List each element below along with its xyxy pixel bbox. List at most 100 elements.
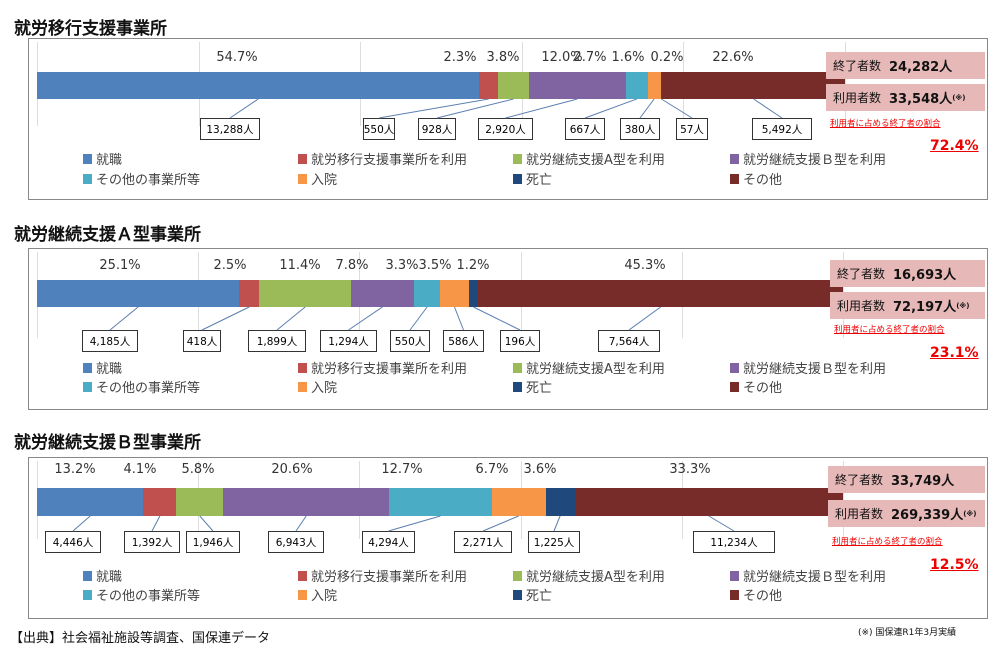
percent-label: 6.7%	[475, 462, 509, 477]
count-box: 550人	[363, 118, 395, 140]
count-box: 13,288人	[200, 118, 260, 140]
percent-label: 13.2%	[54, 462, 96, 477]
percent-label: 1.2%	[456, 258, 490, 273]
legend-swatch	[730, 173, 739, 184]
legend-swatch	[83, 589, 92, 600]
count-box: 1,294人	[320, 330, 377, 352]
count-box: 1,225人	[528, 531, 580, 553]
legend-item: 就労移行支援事業所を利用	[298, 358, 467, 377]
legend-swatch	[513, 153, 522, 164]
ratio-note: 利用者に占める終了者の割合	[832, 537, 943, 547]
legend-label: 就労移行支援事業所を利用	[311, 153, 468, 168]
count-box: 5,492人	[752, 118, 812, 140]
percent-label: 0.2%	[650, 50, 684, 65]
legend-label: 就労継続支援Ｂ型を利用	[743, 153, 887, 168]
count-box: 4,446人	[45, 531, 101, 553]
count-box: 1,392人	[124, 531, 180, 553]
finished-count: 終了者数 16,693人	[830, 260, 985, 287]
users-count: 利用者数 33,548人 (※)	[826, 84, 985, 111]
legend-swatch	[83, 381, 92, 392]
legend-item: その他	[730, 585, 782, 604]
legend-swatch	[298, 362, 307, 373]
count-box: 11,234人	[693, 531, 775, 553]
finished-value: 16,693人	[893, 268, 957, 283]
legend-swatch	[730, 589, 739, 600]
bar-segment	[37, 72, 480, 99]
finished-label: 終了者数	[833, 59, 882, 73]
count-box: 1,899人	[248, 330, 306, 352]
percent-label: 11.4%	[279, 258, 321, 273]
count-box: 4,294人	[362, 531, 415, 553]
legend-swatch	[513, 362, 522, 373]
legend-item: 死亡	[513, 585, 552, 604]
count-box: 196人	[500, 330, 540, 352]
count-box: 7,564人	[598, 330, 660, 352]
users-label: 利用者数	[835, 507, 884, 521]
source-note: 【出典】社会福祉施設等調査、国保連データ	[10, 631, 271, 646]
note-mark: (※)	[963, 509, 977, 518]
bar-segment	[660, 72, 663, 99]
percent-label: 33.3%	[669, 462, 711, 477]
legend-label: 入院	[311, 173, 338, 188]
bar-segment	[625, 72, 649, 99]
bar-segment	[239, 280, 260, 307]
count-box: 1,946人	[186, 531, 240, 553]
bar-segment	[468, 280, 479, 307]
percent-label: 4.1%	[123, 462, 157, 477]
percent-label: 54.7%	[216, 50, 258, 65]
percent-label: 3.8%	[486, 50, 520, 65]
legend-item: 就労継続支援A型を利用	[513, 149, 665, 168]
bar-segment	[478, 280, 844, 307]
legend-label: その他	[743, 589, 783, 604]
legend-swatch	[298, 381, 307, 392]
footnote: (※) 国保連R1年3月実績	[858, 628, 957, 638]
percent-label: 5.8%	[181, 462, 215, 477]
legend-swatch	[513, 589, 522, 600]
legend-label: 就労継続支援A型を利用	[526, 570, 665, 585]
legend-swatch	[513, 381, 522, 392]
legend-item: 死亡	[513, 169, 552, 188]
legend-label: その他	[743, 381, 783, 396]
legend-item: 就職	[83, 566, 122, 585]
count-box: 418人	[183, 330, 221, 352]
bar-segment	[528, 72, 627, 99]
ratio-value: 23.1%	[930, 345, 979, 361]
legend-swatch	[83, 173, 92, 184]
legend-label: 就職	[96, 153, 123, 168]
legend-label: 就職	[96, 362, 123, 377]
legend-label: 死亡	[526, 381, 553, 396]
users-value: 72,197人	[893, 300, 957, 315]
bar-segment	[491, 488, 547, 516]
legend-item: 入院	[298, 377, 337, 396]
bar-segment	[176, 488, 224, 516]
legend-swatch	[298, 153, 307, 164]
legend-label: その他の事業所等	[96, 589, 201, 604]
legend-item: その他	[730, 377, 782, 396]
percent-label: 25.1%	[99, 258, 141, 273]
bar-segment	[413, 280, 441, 307]
users-count: 利用者数 269,339人 (※)	[828, 500, 985, 527]
bar-segment	[574, 488, 844, 516]
count-box: 550人	[390, 330, 430, 352]
legend-swatch	[83, 570, 92, 581]
bar-segment	[545, 488, 576, 516]
legend-item: 就労移行支援事業所を利用	[298, 566, 467, 585]
ratio-note: 利用者に占める終了者の割合	[834, 325, 945, 335]
legend-item: その他の事業所等	[83, 377, 200, 396]
count-box: 4,185人	[82, 330, 138, 352]
legend-label: 就労移行支援事業所を利用	[311, 570, 468, 585]
legend-item: 就労移行支援事業所を利用	[298, 149, 467, 168]
bar-segment	[647, 72, 662, 99]
legend-swatch	[513, 570, 522, 581]
legend-label: 就労継続支援A型を利用	[526, 153, 665, 168]
percent-label: 3.3%	[385, 258, 419, 273]
panel-title: 就労継続支援Ｂ型事業所	[14, 433, 201, 453]
legend-item: 就労継続支援Ｂ型を利用	[730, 566, 886, 585]
ratio-value: 72.4%	[930, 138, 979, 154]
panel-title: 就労移行支援事業所	[14, 19, 167, 39]
legend-item: 就労継続支援Ｂ型を利用	[730, 358, 886, 377]
count-box: 928人	[418, 118, 456, 140]
users-label: 利用者数	[833, 91, 882, 105]
percent-label: 12.0%	[541, 50, 583, 65]
